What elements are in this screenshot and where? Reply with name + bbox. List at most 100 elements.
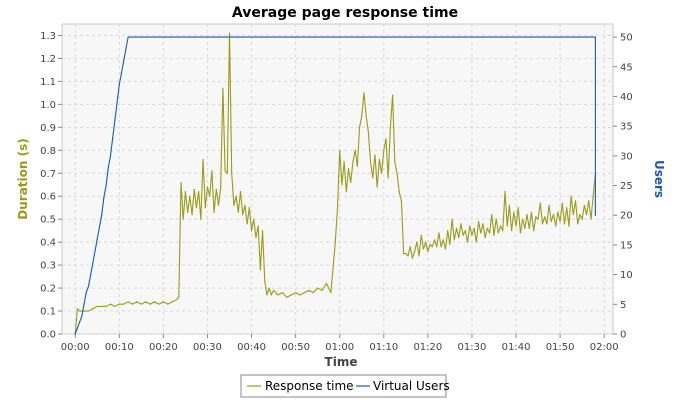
y2-tick-label: 10 [620,270,633,281]
y-tick-label: 0.1 [40,307,56,318]
data-point-response-time [394,161,396,163]
data-point-response-time [272,289,275,291]
data-point-response-time [427,250,429,252]
data-point-response-time [546,223,548,225]
data-point-response-time [400,200,403,202]
y2-tick-label: 45 [620,62,633,73]
data-point-virtual-users [94,250,96,252]
data-point-response-time [365,115,367,117]
x-tick-label: 00:30 [193,342,222,353]
data-point-response-time [396,172,398,174]
y-tick-label: 0.6 [40,192,56,203]
data-point-virtual-users [79,321,81,323]
data-point-response-time [574,200,577,202]
data-point-virtual-users [83,303,85,305]
data-point-response-time [87,310,90,312]
data-point-response-time [425,241,427,243]
data-point-response-time [352,161,354,163]
data-point-response-time [215,188,217,190]
data-point-response-time [244,204,246,207]
data-point-response-time [330,292,332,294]
data-point-response-time [178,296,180,298]
data-point-response-time [383,149,385,151]
data-point-response-time [475,241,477,243]
data-point-response-time [590,218,592,220]
data-point-response-time [140,303,142,305]
x-tick-label: 01:50 [546,342,575,353]
data-point-response-time [270,294,272,296]
data-point-response-time [515,225,517,227]
data-point-response-time [343,161,345,163]
data-point-response-time [266,294,268,296]
data-point-response-time [158,303,160,305]
y-tick-label: 1.0 [40,100,56,111]
data-point-response-time [127,301,129,303]
data-point-response-time [528,227,530,229]
data-point-response-time [334,241,336,243]
y-tick-label: 1.1 [40,77,56,88]
data-point-virtual-users [81,315,83,317]
y-tick-label: 0.5 [40,215,56,226]
data-point-response-time [101,305,103,308]
data-point-response-time [345,191,347,193]
data-point-response-time [566,207,568,209]
data-point-virtual-users [109,155,112,157]
data-point-response-time [328,287,330,289]
data-point-response-time [114,305,116,308]
data-point-response-time [539,202,541,204]
data-point-response-time [136,301,138,303]
data-point-response-time [473,227,475,229]
data-point-virtual-users [127,36,129,38]
data-point-response-time [471,234,473,236]
data-point-response-time [356,165,358,167]
data-point-response-time [491,213,493,216]
data-point-response-time [341,184,343,186]
data-point-response-time [482,223,484,225]
data-point-response-time [105,305,107,308]
data-point-response-time [171,301,173,303]
data-point-response-time [290,294,292,296]
data-point-response-time [248,207,250,209]
data-point-response-time [350,181,352,184]
data-point-response-time [222,87,224,89]
data-point-response-time [508,204,511,207]
data-point-response-time [519,232,522,234]
data-point-response-time [420,234,422,236]
data-point-response-time [464,230,466,232]
data-point-response-time [583,204,585,207]
data-point-response-time [511,230,513,232]
data-point-virtual-users [116,101,118,103]
data-point-response-time [193,188,195,190]
data-point-response-time [493,234,495,236]
data-point-virtual-users [594,214,596,216]
data-point-virtual-users [114,119,116,121]
data-point-response-time [339,149,341,151]
x-tick-label: 01:10 [369,342,398,353]
data-point-response-time [149,303,151,305]
data-point-response-time [537,218,539,220]
data-point-response-time [530,211,533,213]
data-point-response-time [380,172,383,174]
data-point-response-time [325,282,328,285]
data-point-response-time [451,218,453,220]
data-point-response-time [403,253,405,255]
data-point-response-time [500,225,502,227]
data-point-response-time [458,236,460,239]
data-point-response-time [524,227,526,229]
data-point-response-time [411,257,414,259]
y-axis-title: Duration (s) [16,138,30,219]
data-point-response-time [182,218,184,220]
data-point-response-time [588,200,590,202]
y2-tick-label: 15 [620,240,633,251]
data-point-response-time [264,280,266,282]
grid-lines [62,24,613,335]
data-point-response-time [372,177,374,179]
data-point-response-time [211,170,213,172]
data-point-response-time [374,154,376,156]
data-point-response-time [299,294,301,296]
data-point-virtual-users [125,48,127,50]
data-point-response-time [76,308,79,310]
series-group [74,32,596,335]
data-point-response-time [246,223,248,225]
y-tick-label: 0.9 [40,123,56,134]
